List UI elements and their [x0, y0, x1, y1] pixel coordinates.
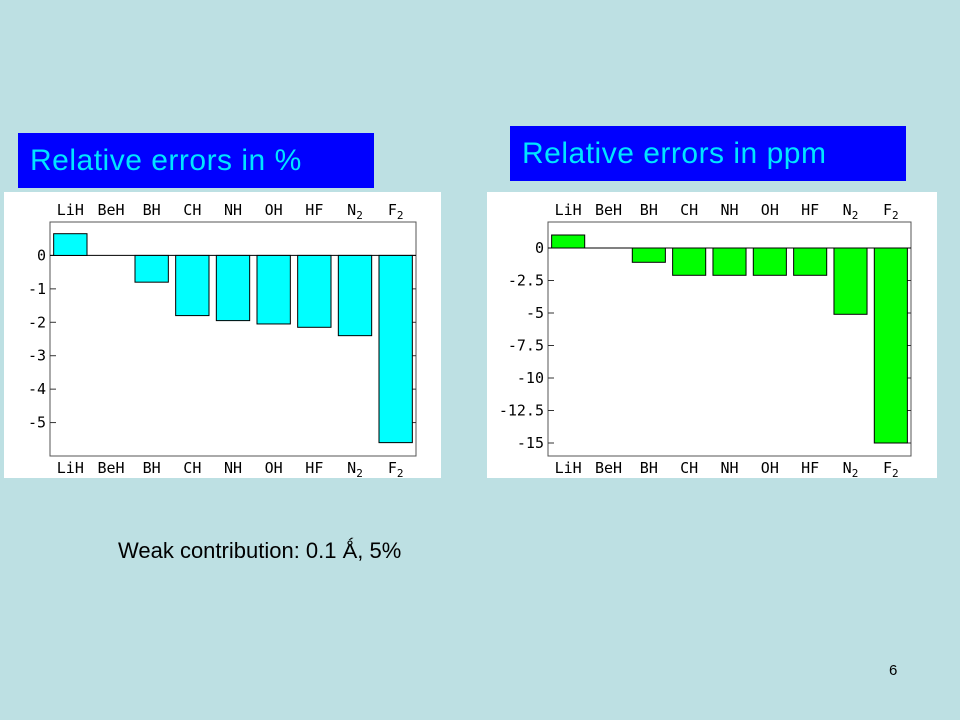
percent-bar-bh	[134, 254, 169, 283]
percent-category-label-top: F2	[388, 201, 404, 222]
bar-chart-ppm: 0 -2.5 -5 -7.5 -10 -12.5 -15 LiH BeH BH CH NH OH HF N2…	[487, 192, 937, 478]
ppm-category-label-bottom: BeH	[595, 459, 622, 477]
percent-category-label-top: BeH	[97, 201, 124, 219]
ppm-category-label-bottom: NH	[720, 459, 738, 477]
ppm-bar-oh	[752, 247, 787, 276]
percent-bar-ch	[175, 254, 210, 317]
ppm-category-label-bottom: HF	[801, 459, 819, 477]
page-number: 6	[889, 662, 898, 679]
percent-category-label-bottom: OH	[265, 459, 283, 477]
ppm-bar-f2	[873, 247, 908, 444]
percent-category-label-bottom: BH	[143, 459, 161, 477]
percent-bar-f2	[378, 254, 413, 444]
bar-chart-percent-svg: 0 -1 -2 -3 -4 -5 LiH BeH BH CH NH OH HF N2 F2 LiH BeH BH C…	[28, 201, 417, 478]
ppm-category-label-top: BH	[640, 201, 658, 219]
ppm-category-label-top: F2	[883, 201, 899, 222]
percent-bar-nh	[215, 254, 251, 322]
percent-ytick-label: -2	[28, 313, 46, 331]
bar-chart-ppm-svg: 0 -2.5 -5 -7.5 -10 -12.5 -15 LiH BeH BH CH NH OH HF N2…	[499, 201, 912, 478]
ppm-category-label-bottom: CH	[680, 459, 698, 477]
percent-category-label-bottom: BeH	[97, 459, 124, 477]
chart-title-percent-text: Relative errors in %	[30, 143, 302, 177]
percent-bar-hf	[297, 254, 332, 328]
percent-category-label-top: CH	[183, 201, 201, 219]
percent-bar-lih	[53, 233, 88, 256]
ppm-category-label-top: LiH	[555, 201, 582, 219]
chart-title-ppm-text: Relative errors in ppm	[522, 136, 827, 170]
percent-category-label-bottom: CH	[183, 459, 201, 477]
ppm-ytick-label: -10	[517, 369, 544, 387]
ppm-ytick-label: -2.5	[508, 272, 544, 290]
ppm-ytick-label: -12.5	[499, 402, 544, 420]
percent-category-label-top: HF	[305, 201, 323, 219]
percent-category-label-top: N2	[347, 201, 363, 222]
ppm-ytick-label: -7.5	[508, 337, 544, 355]
chart-title-percent: Relative errors in %	[18, 133, 374, 188]
ppm-category-label-top: OH	[761, 201, 779, 219]
ppm-bar-lih	[551, 234, 586, 249]
percent-category-label-bottom: LiH	[57, 459, 84, 477]
ppm-category-label-top: NH	[720, 201, 738, 219]
ppm-category-label-top: CH	[680, 201, 698, 219]
ppm-category-label-top: BeH	[595, 201, 622, 219]
ppm-bar-nh	[712, 247, 747, 276]
ppm-ytick-label: -5	[526, 304, 544, 322]
percent-ytick-label: -5	[28, 414, 46, 432]
percent-category-label-bottom: NH	[224, 459, 242, 477]
percent-category-label-top: LiH	[57, 201, 84, 219]
percent-category-label-top: BH	[143, 201, 161, 219]
ppm-ytick-label: 0	[535, 239, 544, 257]
percent-ytick-label: -4	[28, 380, 46, 398]
ppm-category-label-bottom: BH	[640, 459, 658, 477]
ppm-ytick-label: -15	[517, 434, 544, 452]
percent-bar-n2	[337, 254, 373, 337]
percent-frame	[49, 221, 417, 457]
percent-category-label-top: OH	[265, 201, 283, 219]
ppm-bar-bh	[631, 247, 666, 263]
ppm-frame	[547, 221, 912, 457]
chart-title-ppm: Relative errors in ppm	[510, 126, 906, 181]
percent-category-label-bottom: HF	[305, 459, 323, 477]
bar-chart-percent: 0 -1 -2 -3 -4 -5 LiH BeH BH CH NH OH HF N2 F2 LiH BeH BH C…	[4, 192, 441, 478]
ppm-bar-ch	[672, 247, 707, 276]
percent-category-label-bottom: N2	[347, 459, 363, 478]
ppm-category-label-bottom: N2	[843, 459, 859, 478]
ppm-category-label-bottom: OH	[761, 459, 779, 477]
percent-bar-oh	[256, 254, 291, 325]
percent-ytick-label: 0	[37, 246, 46, 264]
ppm-category-label-top: HF	[801, 201, 819, 219]
percent-ytick-label: -1	[28, 280, 46, 298]
ppm-category-label-bottom: F2	[883, 459, 899, 478]
caption: Weak contribution: 0.1 Ǻ, 5%	[118, 538, 402, 563]
ppm-category-label-bottom: LiH	[555, 459, 582, 477]
ppm-category-label-top: N2	[843, 201, 859, 222]
percent-category-label-top: NH	[224, 201, 242, 219]
percent-ytick-label: -3	[28, 347, 46, 365]
ppm-bar-hf	[793, 247, 828, 276]
percent-category-label-bottom: F2	[388, 459, 404, 478]
ppm-bar-n2	[833, 247, 868, 315]
